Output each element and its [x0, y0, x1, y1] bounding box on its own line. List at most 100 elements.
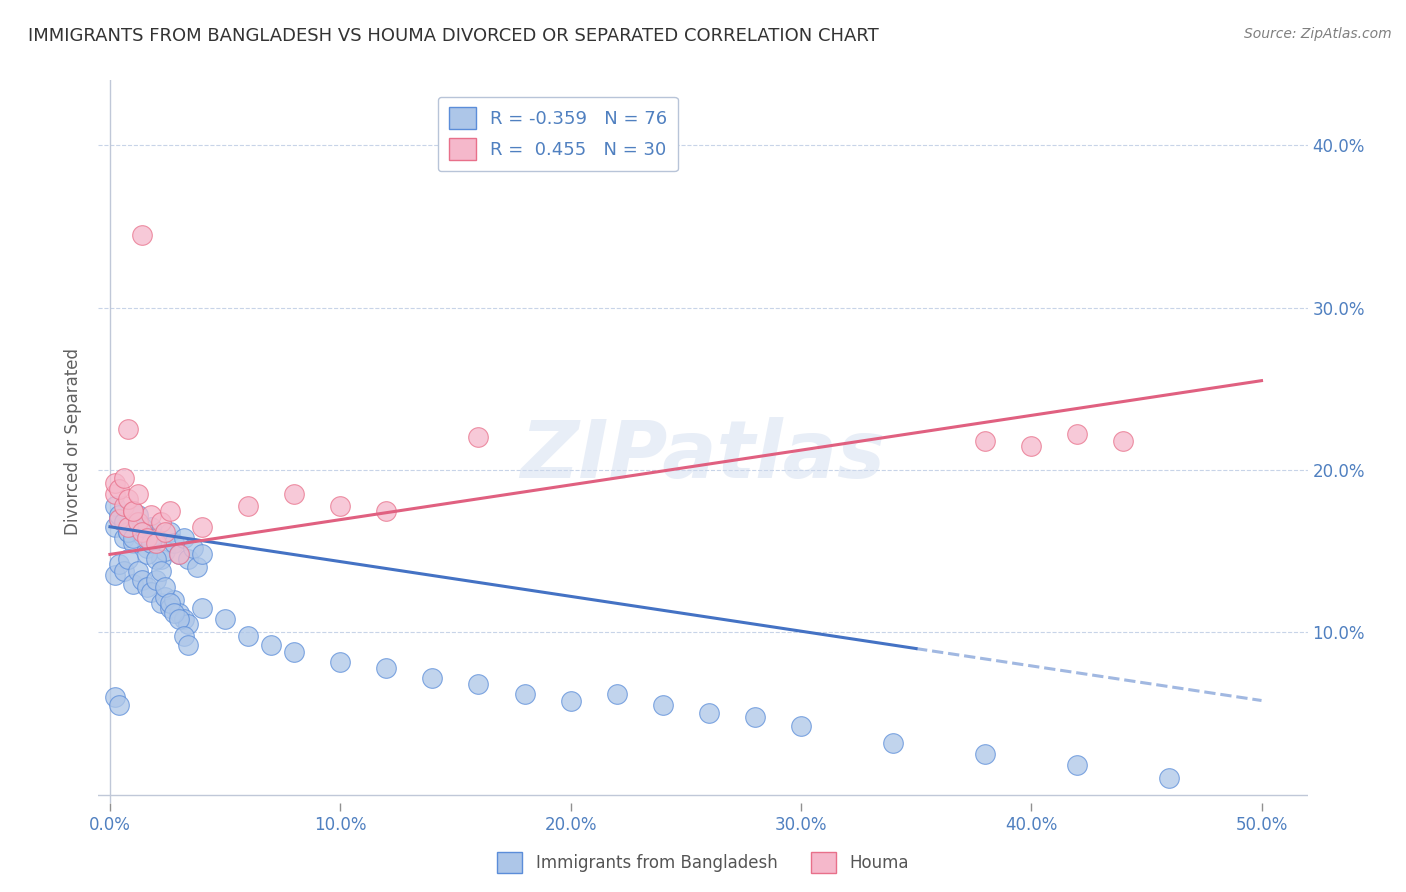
Point — [191, 601, 214, 615]
Point — [155, 524, 177, 539]
Point — [122, 503, 145, 517]
Point — [375, 661, 398, 675]
Point — [149, 596, 172, 610]
Point — [173, 612, 195, 626]
Point — [167, 606, 190, 620]
Point — [131, 528, 153, 542]
Point — [651, 698, 673, 713]
Point — [127, 515, 149, 529]
Point — [117, 520, 139, 534]
Point — [159, 503, 181, 517]
Point — [103, 520, 125, 534]
Text: Source: ZipAtlas.com: Source: ZipAtlas.com — [1244, 27, 1392, 41]
Point — [159, 524, 181, 539]
Point — [145, 552, 167, 566]
Point — [1159, 772, 1181, 786]
Point — [103, 487, 125, 501]
Point — [131, 524, 153, 539]
Point — [141, 536, 163, 550]
Point — [744, 710, 766, 724]
Point — [283, 645, 305, 659]
Point — [135, 531, 157, 545]
Point — [422, 671, 444, 685]
Point — [122, 576, 145, 591]
Point — [117, 524, 139, 539]
Point — [141, 584, 163, 599]
Point — [560, 693, 582, 707]
Point — [1112, 434, 1135, 448]
Point — [191, 520, 214, 534]
Point — [149, 552, 172, 566]
Point — [790, 719, 813, 733]
Point — [112, 564, 135, 578]
Point — [135, 541, 157, 555]
Point — [177, 638, 200, 652]
Legend: R = -0.359   N = 76, R =  0.455   N = 30: R = -0.359 N = 76, R = 0.455 N = 30 — [437, 96, 678, 171]
Point — [117, 524, 139, 539]
Point — [173, 629, 195, 643]
Point — [135, 548, 157, 562]
Point — [141, 520, 163, 534]
Point — [329, 499, 352, 513]
Point — [145, 536, 167, 550]
Point — [467, 677, 489, 691]
Point — [163, 592, 186, 607]
Point — [127, 515, 149, 529]
Point — [173, 531, 195, 545]
Point — [112, 531, 135, 545]
Point — [145, 531, 167, 545]
Point — [108, 511, 131, 525]
Point — [329, 655, 352, 669]
Legend: Immigrants from Bangladesh, Houma: Immigrants from Bangladesh, Houma — [491, 846, 915, 880]
Point — [108, 483, 131, 497]
Text: IMMIGRANTS FROM BANGLADESH VS HOUMA DIVORCED OR SEPARATED CORRELATION CHART: IMMIGRANTS FROM BANGLADESH VS HOUMA DIVO… — [28, 27, 879, 45]
Point — [1066, 427, 1088, 442]
Point — [141, 508, 163, 523]
Point — [606, 687, 628, 701]
Point — [1019, 439, 1042, 453]
Point — [117, 422, 139, 436]
Text: ZIPatlas: ZIPatlas — [520, 417, 886, 495]
Point — [103, 690, 125, 705]
Point — [103, 475, 125, 490]
Point — [974, 434, 997, 448]
Point — [149, 564, 172, 578]
Point — [112, 471, 135, 485]
Point — [127, 564, 149, 578]
Point — [108, 557, 131, 571]
Point — [108, 511, 131, 525]
Point — [260, 638, 283, 652]
Point — [513, 687, 536, 701]
Point — [131, 574, 153, 588]
Point — [159, 601, 181, 615]
Point — [974, 747, 997, 761]
Point — [122, 503, 145, 517]
Point — [236, 499, 259, 513]
Point — [177, 617, 200, 632]
Point — [167, 548, 190, 562]
Point — [127, 508, 149, 523]
Point — [167, 548, 190, 562]
Point — [167, 612, 190, 626]
Point — [131, 520, 153, 534]
Point — [191, 548, 214, 562]
Point — [467, 430, 489, 444]
Point — [108, 508, 131, 523]
Point — [131, 227, 153, 242]
Point — [117, 492, 139, 507]
Point — [155, 544, 177, 558]
Point — [163, 536, 186, 550]
Point — [103, 568, 125, 582]
Point — [177, 552, 200, 566]
Y-axis label: Divorced or Separated: Divorced or Separated — [65, 348, 83, 535]
Point — [236, 629, 259, 643]
Point — [127, 487, 149, 501]
Point — [283, 487, 305, 501]
Point — [108, 698, 131, 713]
Point — [375, 503, 398, 517]
Point — [697, 706, 720, 721]
Point — [122, 531, 145, 545]
Point — [155, 590, 177, 604]
Point — [117, 552, 139, 566]
Point — [181, 541, 204, 555]
